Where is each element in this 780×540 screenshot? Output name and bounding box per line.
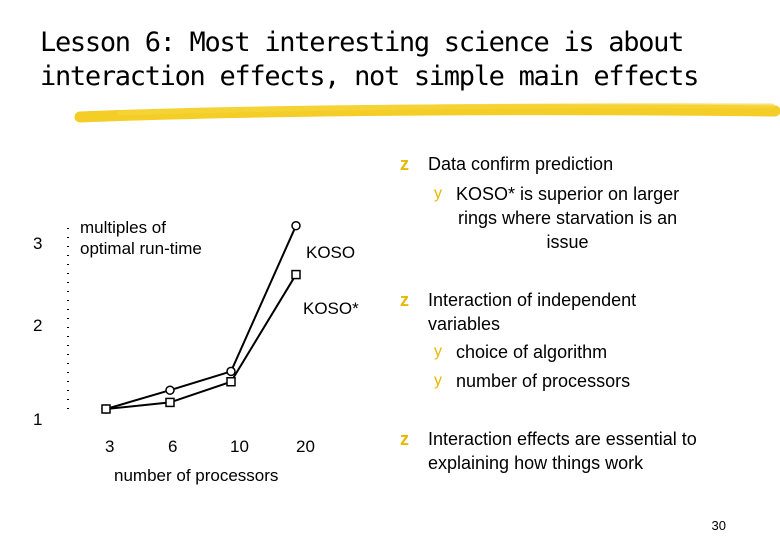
data-point-marker xyxy=(165,385,175,395)
bullet-text: number of processors xyxy=(456,371,631,391)
bullet-text-line: KOSO* is superior on larger xyxy=(456,184,680,204)
z-bullet-icon: z xyxy=(400,154,409,174)
bullet-item-level-2: y choice of algorithm xyxy=(434,340,607,364)
bullet-text-line: Interaction effects are essential to xyxy=(428,429,697,449)
x-tick-label: 3 xyxy=(105,437,114,456)
data-point-marker xyxy=(165,397,175,408)
data-point-marker xyxy=(226,366,236,377)
data-point-marker xyxy=(101,404,111,414)
z-bullet-icon: z xyxy=(400,429,409,449)
y-axis-label-line-2: optimal run-time xyxy=(80,239,202,258)
bullet-text-line: issue xyxy=(546,232,589,252)
y-bullet-icon: y xyxy=(434,372,442,389)
title-line-2: interaction effects, not simple main eff… xyxy=(40,61,699,92)
bullet-text: Interaction of independent variables xyxy=(428,288,636,336)
series-line xyxy=(105,274,297,410)
data-point-marker xyxy=(291,269,301,280)
bullet-item-level-2: y KOSO* is superior on larger rings wher… xyxy=(434,182,679,254)
bullet-item-level-2: y number of processors xyxy=(434,369,630,393)
y-bullet-icon: y xyxy=(434,343,442,360)
y-tick-label: 3 xyxy=(33,234,42,253)
z-bullet-icon: z xyxy=(400,290,409,310)
series-label-koso-star: KOSO* xyxy=(303,299,359,318)
bullet-text-line: rings where starvation is an xyxy=(457,208,678,228)
title-line-1: Lesson 6: Most interesting science is ab… xyxy=(40,27,684,58)
title-underline xyxy=(74,103,780,123)
bullet-item-level-1: z Interaction of independent variables xyxy=(400,288,636,336)
bullet-text-line: Interaction of independent xyxy=(428,290,637,310)
bullet-text: Data confirm prediction xyxy=(428,154,614,174)
bullet-item-level-1: z Data confirm prediction xyxy=(400,152,613,176)
bullet-text: choice of algorithm xyxy=(456,342,608,362)
x-tick-label: 20 xyxy=(296,437,315,456)
x-tick-label: 10 xyxy=(230,437,249,456)
bullet-item-level-1: z Interaction effects are essential to e… xyxy=(400,427,697,475)
y-axis-label-line-1: multiples of xyxy=(80,218,166,237)
bullet-text: KOSO* is superior on larger rings where … xyxy=(456,182,679,254)
page-number: 30 xyxy=(711,518,726,533)
bullet-text: Interaction effects are essential to exp… xyxy=(428,427,697,475)
x-axis-label: number of processors xyxy=(114,466,278,485)
y-tick-label: 2 xyxy=(33,316,42,335)
data-point-marker xyxy=(291,220,301,231)
y-bullet-icon: y xyxy=(434,185,442,202)
series-label-koso: KOSO xyxy=(306,243,355,262)
bullet-text-line: explaining how things work xyxy=(428,453,644,473)
y-tick-label: 1 xyxy=(33,410,42,429)
x-tick-label: 6 xyxy=(168,437,177,456)
series-line xyxy=(105,225,297,410)
slide-title: Lesson 6: Most interesting science is ab… xyxy=(40,26,760,94)
series-layer xyxy=(101,220,301,414)
bullet-text-line: variables xyxy=(428,314,501,334)
data-point-marker xyxy=(226,376,236,387)
